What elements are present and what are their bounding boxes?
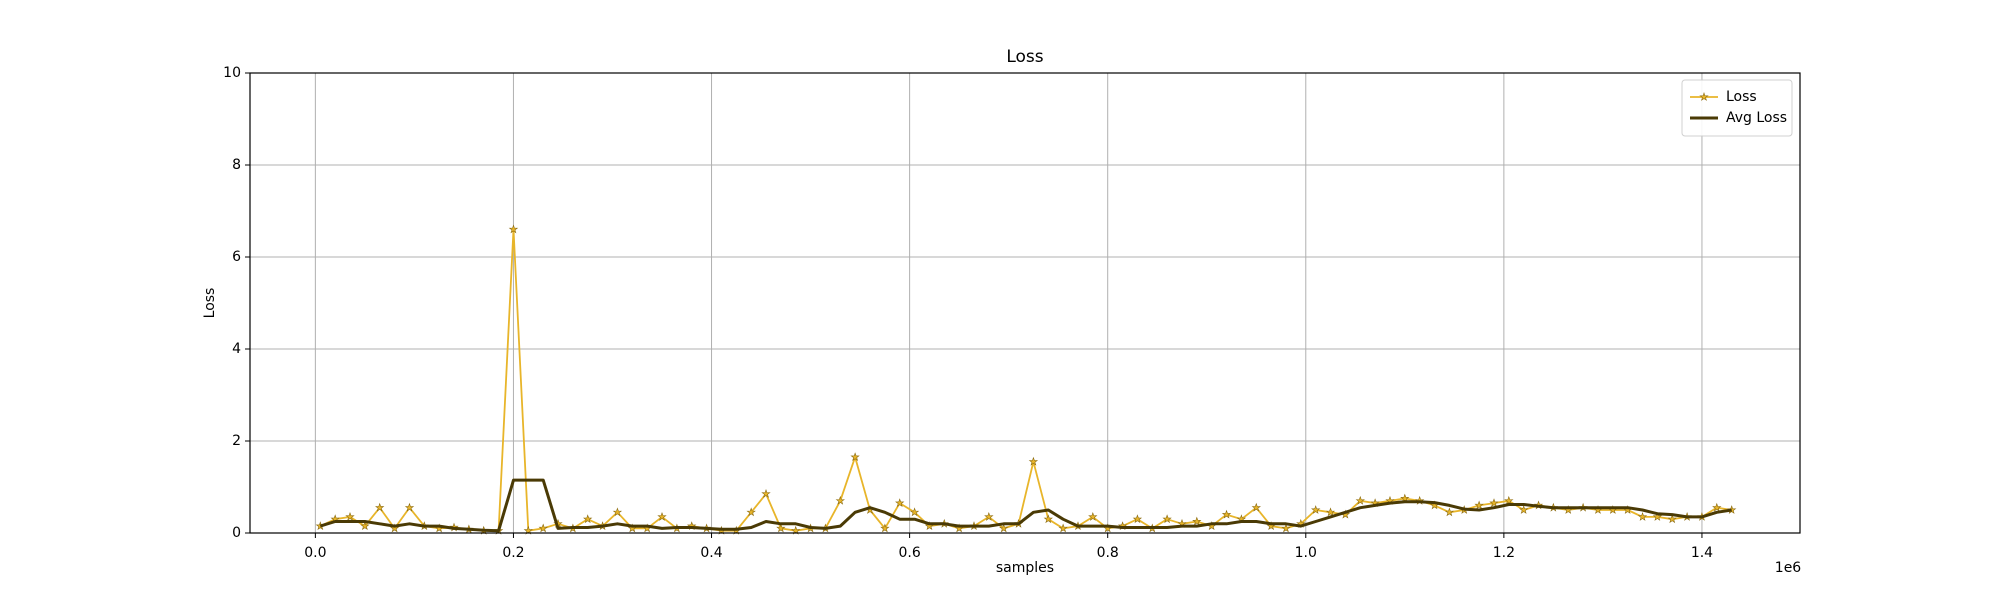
point-marker: [1637, 511, 1648, 521]
legend-label: Loss: [1726, 89, 1757, 105]
point-marker: [999, 523, 1009, 533]
point-marker: [776, 523, 786, 533]
point-marker: [1088, 511, 1098, 521]
point-marker: [523, 525, 533, 535]
point-marker: [1519, 505, 1529, 514]
point-marker: [880, 523, 890, 533]
point-marker: [791, 525, 801, 535]
point-marker: [1355, 495, 1365, 505]
y-tick-label: 4: [232, 341, 241, 357]
point-marker: [1028, 456, 1039, 466]
chart-title: Loss: [1006, 47, 1043, 67]
x-tick-label: 1.0: [1295, 545, 1317, 561]
point-marker: [1667, 514, 1677, 524]
x-tick-label: 0.0: [304, 545, 326, 561]
point-marker: [538, 523, 548, 533]
point-marker: [1504, 495, 1514, 505]
point-marker: [1444, 507, 1455, 517]
point-marker: [1281, 523, 1291, 533]
point-marker: [1162, 514, 1172, 524]
series-line: [319, 228, 1732, 532]
y-tick-label: 0: [232, 525, 241, 541]
x-tick-label: 0.4: [700, 545, 722, 561]
y-axis-label: Loss: [202, 288, 218, 319]
point-marker: [1325, 507, 1336, 517]
point-marker: [1489, 498, 1499, 508]
y-tick-label: 6: [232, 249, 241, 265]
x-offset-label: 1e6: [1775, 560, 1802, 576]
point-marker: [583, 514, 593, 524]
point-marker: [1251, 502, 1261, 512]
plot-frame: [249, 72, 1801, 534]
legend-label: Avg Loss: [1726, 110, 1787, 126]
y-tick-label: 8: [232, 157, 241, 173]
point-marker: [746, 507, 756, 517]
x-tick-label: 0.8: [1097, 545, 1119, 561]
point-marker: [1727, 505, 1737, 514]
point-marker: [909, 507, 920, 517]
point-marker: [1474, 500, 1484, 510]
point-marker: [1043, 514, 1053, 524]
point-marker: [1058, 523, 1068, 533]
point-marker: [984, 511, 994, 521]
point-marker: [360, 521, 370, 531]
point-marker: [612, 507, 623, 517]
point-marker: [850, 452, 860, 462]
y-tick-label: 10: [223, 65, 241, 81]
point-marker: [1132, 514, 1143, 524]
point-marker: [1652, 511, 1663, 521]
x-tick-label: 0.2: [502, 545, 524, 561]
x-tick-label: 1.4: [1691, 545, 1713, 561]
point-marker: [895, 498, 905, 508]
point-marker: [508, 224, 519, 234]
point-marker: [1221, 509, 1232, 519]
point-marker: [404, 502, 415, 512]
legend-marker: [1699, 92, 1709, 101]
point-marker: [657, 511, 667, 521]
series-line: [319, 478, 1732, 533]
point-marker: [1712, 502, 1722, 512]
point-marker: [1311, 505, 1321, 514]
point-marker: [761, 488, 771, 498]
point-marker: [375, 502, 385, 512]
y-tick-label: 2: [232, 433, 241, 449]
point-marker: [345, 511, 355, 521]
x-tick-label: 1.2: [1493, 545, 1515, 561]
x-tick-label: 0.6: [898, 545, 920, 561]
point-marker: [835, 495, 845, 505]
legend-box: [1681, 79, 1793, 137]
x-axis-label: samples: [996, 560, 1054, 576]
point-marker: [1400, 493, 1410, 503]
point-marker: [1192, 516, 1202, 526]
